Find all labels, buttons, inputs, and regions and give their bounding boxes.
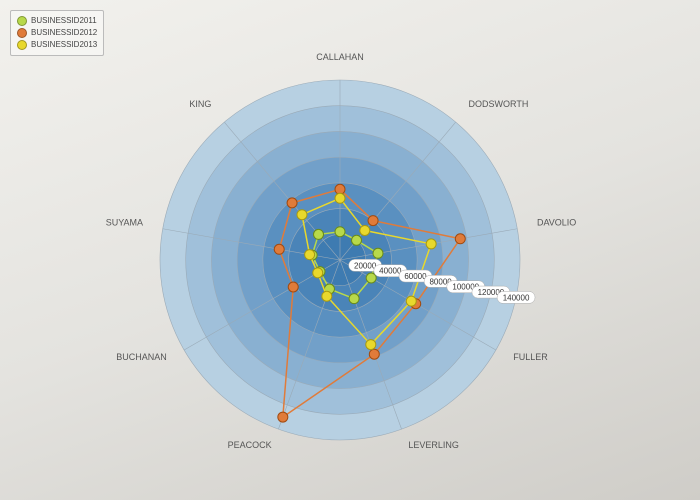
tick-label: 40000 xyxy=(379,267,402,276)
category-label: LEVERLING xyxy=(408,440,459,450)
category-label: DAVOLIO xyxy=(537,217,576,227)
series-marker-businessid2011 xyxy=(366,273,376,283)
series-marker-businessid2012 xyxy=(455,234,465,244)
category-label: DODSWORTH xyxy=(469,99,529,109)
series-marker-businessid2011 xyxy=(352,235,362,245)
category-label: BUCHANAN xyxy=(116,352,167,362)
series-marker-businessid2013 xyxy=(297,210,307,220)
series-marker-businessid2013 xyxy=(313,268,323,278)
series-marker-businessid2011 xyxy=(349,294,359,304)
series-marker-businessid2013 xyxy=(360,225,370,235)
series-marker-businessid2013 xyxy=(305,250,315,260)
tick-label: 140000 xyxy=(503,293,530,302)
series-marker-businessid2013 xyxy=(322,291,332,301)
series-marker-businessid2011 xyxy=(335,227,345,237)
series-marker-businessid2012 xyxy=(278,412,288,422)
tick-label: 60000 xyxy=(404,272,427,281)
series-marker-businessid2013 xyxy=(406,296,416,306)
series-marker-businessid2012 xyxy=(287,198,297,208)
series-marker-businessid2013 xyxy=(366,340,376,350)
series-marker-businessid2013 xyxy=(426,239,436,249)
category-label: PEACOCK xyxy=(228,440,272,450)
category-label: KING xyxy=(189,99,211,109)
category-label: SUYAMA xyxy=(106,217,143,227)
series-marker-businessid2011 xyxy=(314,229,324,239)
series-marker-businessid2012 xyxy=(288,282,298,292)
series-marker-businessid2012 xyxy=(368,216,378,226)
series-marker-businessid2012 xyxy=(369,349,379,359)
category-label: FULLER xyxy=(513,352,548,362)
tick-label: 20000 xyxy=(354,261,377,270)
radar-chart: CALLAHAN DODSWORTH DAVOLIO FULLER LEVERLING P… xyxy=(0,0,700,500)
category-label: CALLAHAN xyxy=(316,52,364,62)
series-marker-businessid2011 xyxy=(373,248,383,258)
chart-container: BUSINESSID2011BUSINESSID2012BUSINESSID20… xyxy=(0,0,700,500)
series-marker-businessid2012 xyxy=(274,244,284,254)
series-marker-businessid2013 xyxy=(335,193,345,203)
